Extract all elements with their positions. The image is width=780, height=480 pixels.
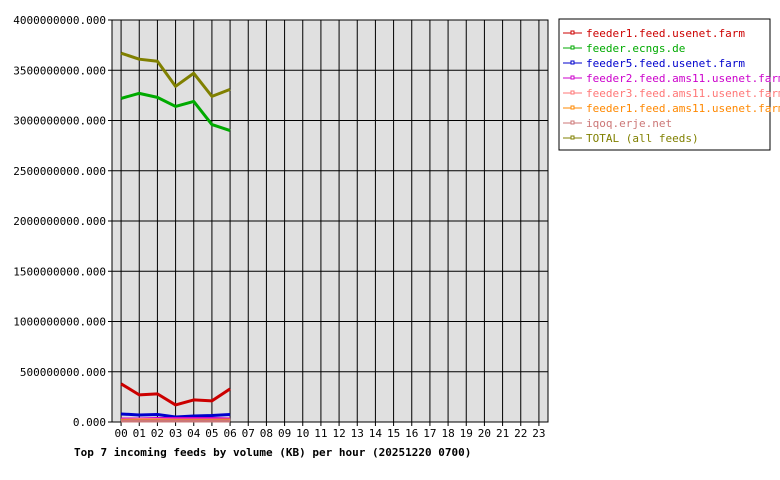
chart-title: Top 7 incoming feeds by volume (KB) per … [74,446,471,459]
legend-marker [570,60,575,65]
legend-label: feeder1.feed.usenet.farm [586,27,745,40]
x-tick-label: 03 [169,427,182,440]
legend-label: feeder1.feed.ams11.usenet.farm [586,102,780,115]
y-tick-label: 1500000000.000 [13,265,106,278]
x-tick-label: 07 [242,427,255,440]
legend-marker [570,75,575,80]
y-tick-label: 1000000000.000 [13,316,106,329]
legend-marker [570,135,575,140]
y-tick-label: 2000000000.000 [13,215,106,228]
x-tick-label: 11 [314,427,327,440]
legend-label: TOTAL (all feeds) [586,132,699,145]
legend-label: feeder.ecngs.de [586,42,685,55]
y-tick-label: 4000000000.000 [13,14,106,27]
x-tick-label: 08 [260,427,273,440]
x-tick-label: 14 [369,427,383,440]
y-tick-label: 500000000.000 [20,366,106,379]
x-tick-label: 04 [187,427,201,440]
x-tick-label: 17 [423,427,436,440]
x-tick-label: 10 [296,427,309,440]
x-tick-label: 20 [478,427,491,440]
legend-label: feeder2.feed.ams11.usenet.farm [586,72,780,85]
x-tick-label: 16 [405,427,418,440]
x-tick-label: 05 [205,427,218,440]
legend-marker [570,90,575,95]
y-tick-label: 3000000000.000 [13,115,106,128]
y-tick-label: 3500000000.000 [13,64,106,77]
x-tick-label: 00 [114,427,127,440]
x-tick-label: 09 [278,427,291,440]
x-tick-label: 21 [496,427,509,440]
legend-label: feeder5.feed.usenet.farm [586,57,745,70]
x-tick-label: 22 [514,427,527,440]
x-tick-label: 02 [151,427,164,440]
legend-marker [570,45,575,50]
y-tick-label: 2500000000.000 [13,165,106,178]
x-tick-label: 23 [532,427,545,440]
x-tick-label: 19 [460,427,473,440]
x-tick-label: 06 [223,427,236,440]
x-tick-label: 13 [351,427,364,440]
x-tick-label: 12 [332,427,345,440]
legend-marker [570,105,575,110]
x-tick-label: 01 [133,427,146,440]
legend-label: feeder3.feed.ams11.usenet.farm [586,87,780,100]
x-tick-label: 15 [387,427,400,440]
x-tick-label: 18 [441,427,454,440]
legend [558,18,771,151]
legend-marker [570,30,575,35]
legend-marker [570,120,575,125]
y-tick-label: 0.000 [73,416,106,429]
legend-label: iqoq.erje.net [586,117,672,130]
